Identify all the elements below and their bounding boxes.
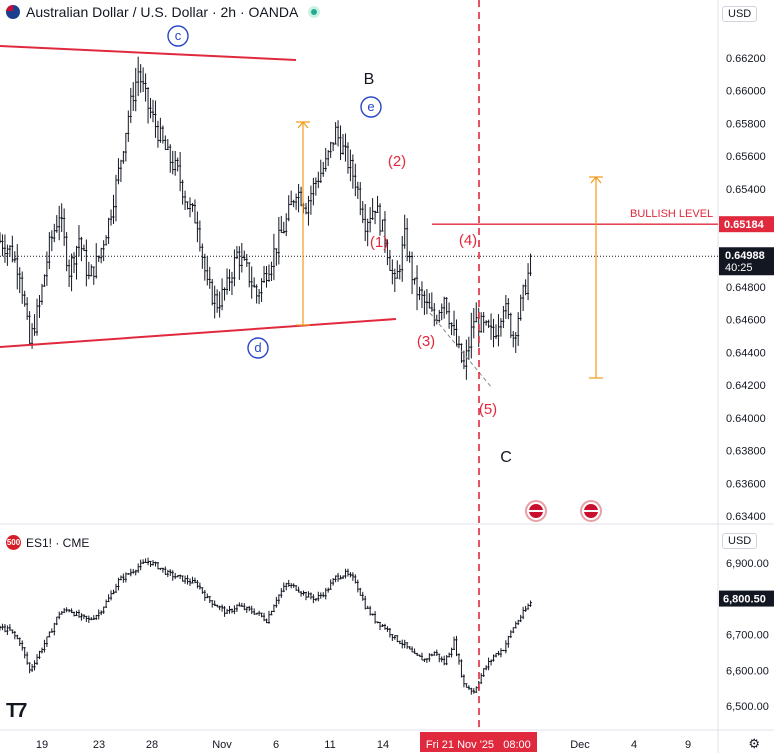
price-tick-label: 0.65400 — [726, 184, 766, 196]
price-tick-label: 0.64800 — [726, 282, 766, 294]
aud-flag-icon — [6, 5, 20, 19]
wave-annotations: BULLISH LEVEL c d eB C (1) (2) (3) (4) (5) — [0, 0, 718, 730]
wave-label-B: B — [364, 71, 375, 88]
market-open-icon — [308, 6, 321, 18]
time-tick-label: Nov — [212, 739, 232, 751]
currency-selector-lower[interactable]: USD — [722, 533, 758, 549]
upper-trendline[interactable] — [0, 45, 297, 61]
wave-label-e: e — [367, 99, 374, 114]
time-tick-label: Dec — [570, 739, 590, 751]
es1-price-label: 6,800.50 — [723, 594, 766, 606]
price-tick-label: 0.64400 — [726, 347, 766, 359]
price-tick-label: 0.65600 — [726, 151, 766, 163]
price-tick-label: 0.66200 — [726, 53, 766, 65]
price-tick-label: 0.64600 — [726, 315, 766, 327]
time-tick-label: 6 — [273, 739, 279, 751]
price-tick-label: 0.64000 — [726, 413, 766, 425]
sp500-badge-icon: 500 — [6, 535, 21, 550]
es1-title[interactable]: 500 ES1! · CME — [6, 535, 89, 550]
wave-label-d: d — [254, 340, 261, 355]
wave-label-c: c — [175, 28, 182, 43]
wave-label-4: (4) — [459, 232, 477, 249]
price-axis-lower[interactable]: 6,900.006,800.006,700.006,600.006,500.00… — [719, 558, 774, 713]
time-tick-label: 11 — [324, 739, 335, 751]
measure-ruler-2-arrow — [590, 176, 602, 184]
measure-ruler-1-arrow — [297, 121, 309, 129]
audusd-pane[interactable] — [0, 56, 718, 380]
time-tick-label: 08:00 — [503, 739, 531, 751]
price-tick-label: 0.66000 — [726, 86, 766, 98]
price-tick-label: 6,600.00 — [726, 665, 769, 677]
lower-trendline[interactable] — [0, 318, 397, 348]
currency-selector-upper[interactable]: USD — [722, 6, 758, 22]
price-tick-label: 0.63800 — [726, 446, 766, 458]
time-tick-label: Fri 21 Nov '25 — [426, 739, 494, 751]
time-highlight-bg — [420, 732, 537, 752]
symbol-title[interactable]: Australian Dollar / U.S. Dollar · 2h · O… — [6, 4, 321, 20]
bullish-level-label: BULLISH LEVEL — [630, 208, 713, 220]
es1-pane[interactable] — [0, 557, 533, 695]
price-axis-upper[interactable]: 0.662000.660000.658000.656000.654000.652… — [719, 53, 774, 523]
current-price-tag[interactable] — [719, 247, 774, 276]
es1-price-tag[interactable] — [719, 590, 774, 607]
current-price-label: 0.64988 — [725, 250, 765, 262]
tradingview-logo-icon[interactable]: T7 — [6, 700, 27, 722]
us-event-flag-icon-stripe — [529, 510, 543, 512]
price-tick-label: 6,500.00 — [726, 701, 769, 713]
bullish-level-price: 0.65184 — [724, 219, 765, 231]
price-tick-label: 0.63400 — [726, 511, 766, 523]
time-tick-label: 4 — [631, 739, 637, 751]
price-tick-label: 0.63600 — [726, 478, 766, 490]
time-tick-label: 19 — [36, 739, 48, 751]
time-tick-label: 23 — [93, 739, 105, 751]
time-tick-label: 9 — [685, 739, 691, 751]
price-tick-label: 6,700.00 — [726, 630, 769, 642]
wave-label-C: C — [500, 449, 512, 466]
wave-label-3: (3) — [417, 333, 435, 350]
wave-label-5: (5) — [479, 401, 497, 418]
wave-label-1: (1) — [370, 234, 388, 251]
wave-label-d-circle — [247, 337, 269, 359]
price-tick-label: 0.65800 — [726, 118, 766, 130]
wave-channel-dashed[interactable] — [429, 312, 493, 389]
bullish-level-tag — [719, 216, 774, 233]
wave-label-e-circle — [360, 96, 382, 118]
us-event-flag-icon-stripe — [584, 510, 598, 512]
price-tick-label: 6,900.00 — [726, 558, 769, 570]
settings-gear-icon[interactable]: ⚙ — [748, 736, 760, 751]
time-tick-label: 28 — [146, 739, 158, 751]
countdown-label: 40:25 — [725, 262, 753, 274]
time-tick-label: 14 — [377, 739, 389, 751]
es1-title-text: ES1! · CME — [26, 535, 90, 550]
wave-label-c-circle — [167, 25, 189, 47]
time-axis[interactable]: 19 23 28 Nov 6 11 14 Fri 21 Nov '25 08:00 Dec 4 9 — [36, 732, 691, 752]
wave-label-2: (2) — [388, 153, 406, 170]
price-tick-label: 0.64200 — [726, 380, 766, 392]
symbol-title-text: Australian Dollar / U.S. Dollar · 2h · O… — [26, 4, 299, 20]
